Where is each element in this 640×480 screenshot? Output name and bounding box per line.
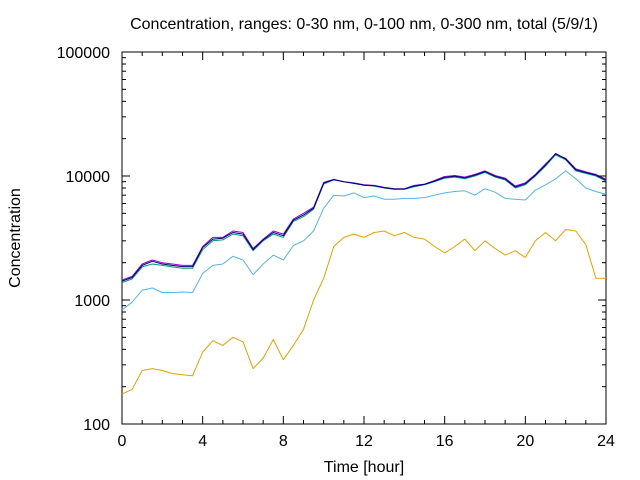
plot-frame [121, 51, 607, 425]
chart-title: Concentration, ranges: 0-30 nm, 0-100 nm… [130, 16, 598, 33]
x-tick-label: 12 [355, 433, 373, 450]
tick-layer: 100 1000 10000 100000 0 4 8 12 16 20 24 [57, 45, 615, 450]
x-tick-label: 8 [279, 433, 288, 450]
x-tick-label: 0 [118, 433, 127, 450]
y-tick-label: 10000 [66, 169, 111, 186]
series-line-5 [121, 153, 607, 282]
y-tick-label: 100 [83, 417, 110, 434]
series-line-1 [121, 229, 606, 395]
y-axis-label: Concentration [7, 188, 24, 288]
x-tick-label: 4 [198, 433, 207, 450]
x-tick-label: 24 [597, 433, 615, 450]
x-tick-label: 20 [516, 433, 534, 450]
x-axis-label: Time [hour] [324, 459, 404, 476]
x-tick-label: 16 [436, 433, 454, 450]
series-line-2 [121, 170, 607, 311]
y-tick-label: 100000 [57, 45, 110, 62]
series-layer [121, 153, 607, 395]
series-line-4 [121, 153, 607, 281]
y-tick-label: 1000 [74, 293, 110, 310]
